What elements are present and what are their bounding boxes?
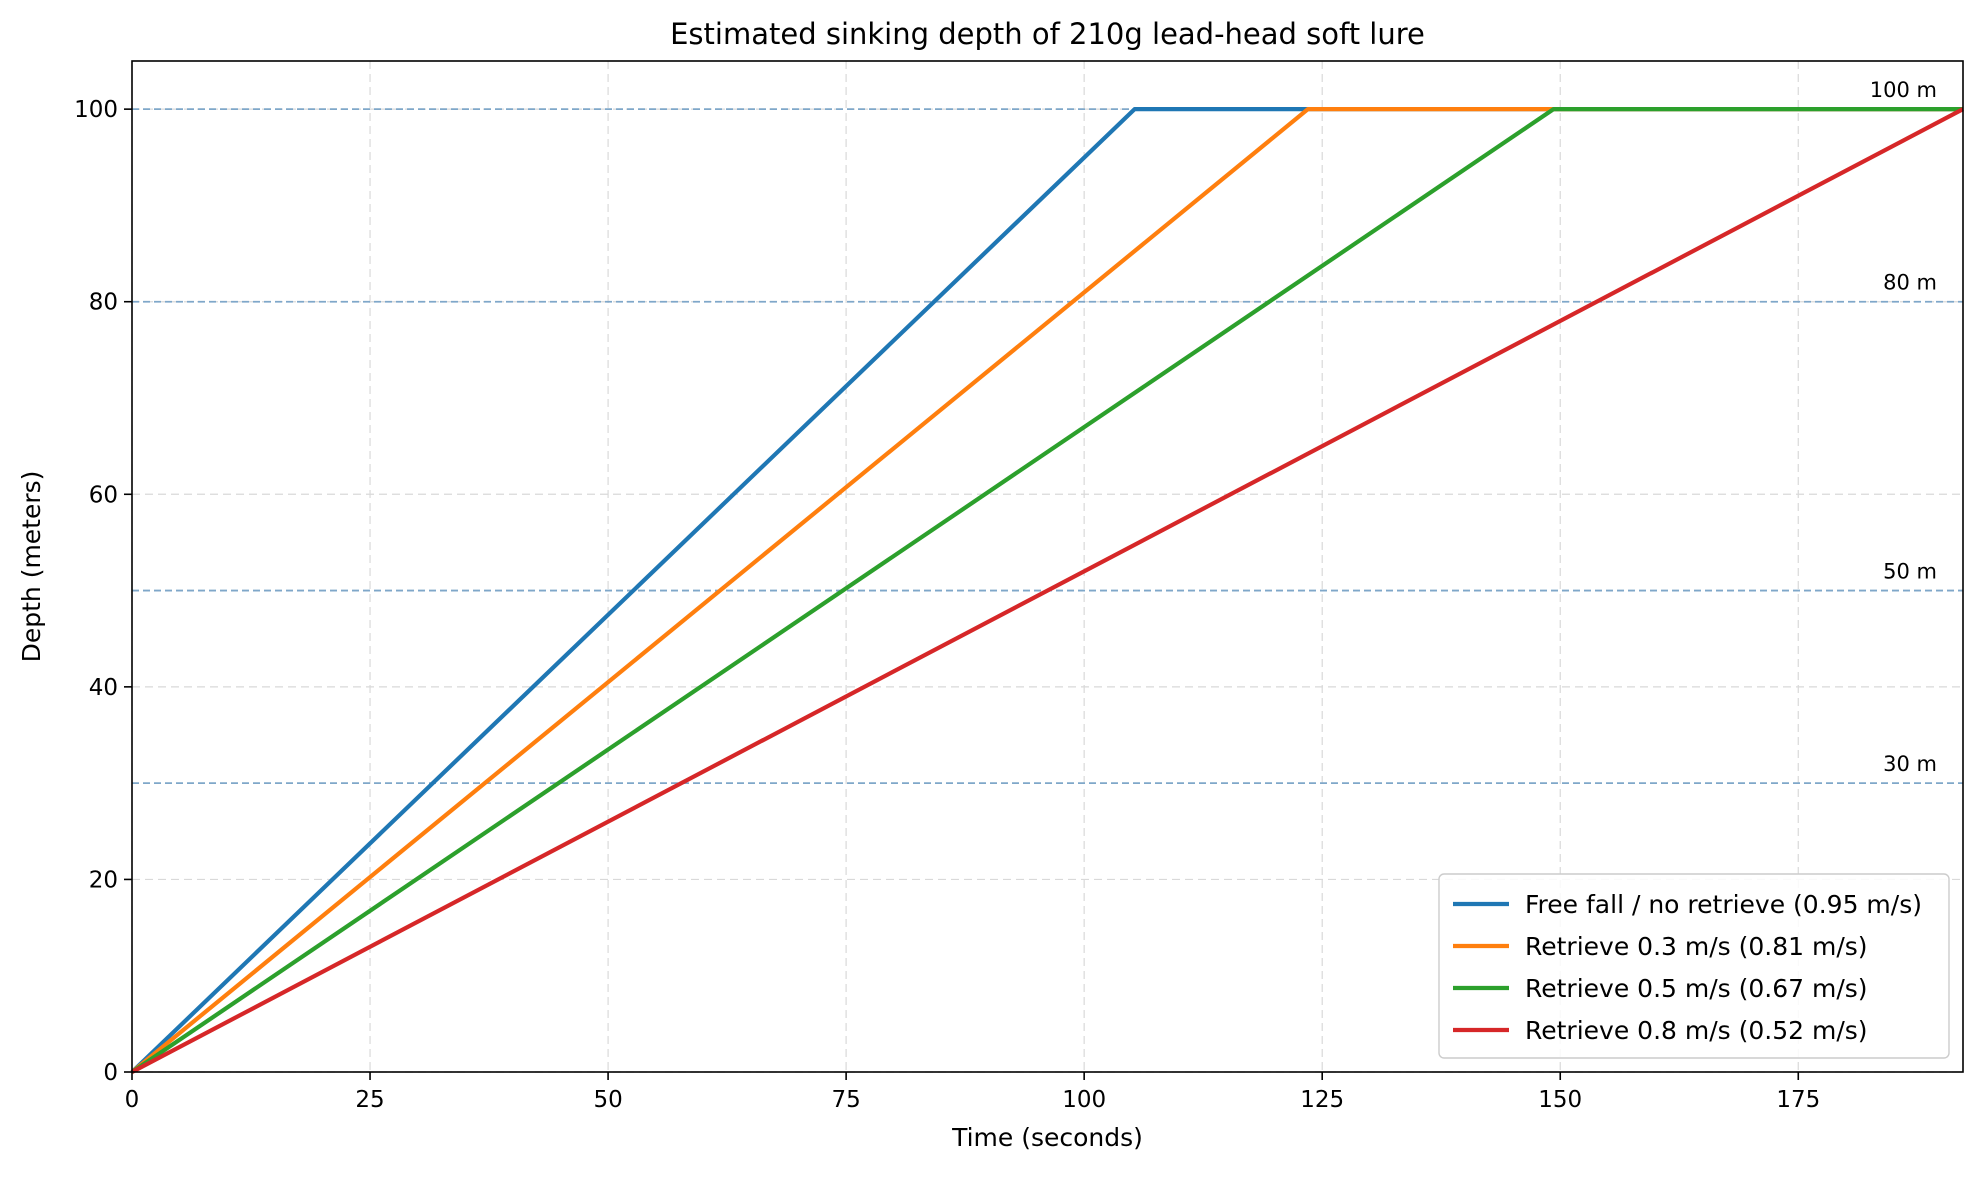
- x-tick-label: 125: [1300, 1087, 1344, 1113]
- x-axis: 0 25 50 75 100 125 150 175: [125, 1072, 1820, 1113]
- series-lines: [130, 107, 1964, 1074]
- y-tick-label: 100: [74, 97, 118, 123]
- y-tick-label: 60: [89, 482, 118, 508]
- legend-entry: Retrieve 0.3 m/s (0.81 m/s): [1525, 932, 1868, 961]
- y-axis: 0 20 40 60 80 100: [74, 97, 132, 1086]
- legend: Free fall / no retrieve (0.95 m/s) Retrie…: [1438, 873, 1950, 1059]
- reference-line-label: 50 m: [1883, 560, 1937, 584]
- series-line-3: [131, 107, 1964, 1074]
- reference-line-label: 30 m: [1883, 752, 1937, 776]
- plot-frame: [131, 60, 1964, 1073]
- legend-box: [1438, 873, 1950, 1059]
- legend-entry: Free fall / no retrieve (0.95 m/s): [1525, 890, 1922, 919]
- y-tick-label: 80: [89, 290, 118, 316]
- x-tick-label: 175: [1776, 1087, 1820, 1113]
- legend-entry: Retrieve 0.8 m/s (0.52 m/s): [1525, 1016, 1868, 1045]
- y-tick-label: 0: [103, 1060, 118, 1086]
- y-tick-label: 20: [89, 867, 118, 893]
- reference-line-label: 100 m: [1870, 78, 1937, 102]
- reference-line-label: 80 m: [1883, 271, 1937, 295]
- legend-entry: Retrieve 0.5 m/s (0.67 m/s): [1525, 974, 1868, 1003]
- series-line-2: [130, 107, 1963, 1074]
- x-tick-label: 100: [1062, 1087, 1106, 1113]
- x-tick-label: 0: [125, 1087, 140, 1113]
- x-tick-label: 50: [593, 1087, 622, 1113]
- chart-title: Estimated sinking depth of 210g lead-hea…: [670, 17, 1425, 51]
- x-axis-label: Time (seconds): [951, 1123, 1143, 1152]
- x-tick-label: 75: [831, 1087, 860, 1113]
- x-tick-label: 150: [1538, 1087, 1582, 1113]
- x-tick-label: 25: [355, 1087, 384, 1113]
- y-tick-label: 40: [89, 675, 118, 701]
- reference-lines: 100 m 80 m 50 m 30 m: [132, 78, 1963, 785]
- y-axis-label: Depth (meters): [17, 471, 46, 663]
